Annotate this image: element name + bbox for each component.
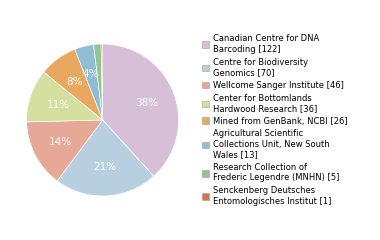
Wedge shape <box>93 44 103 120</box>
Wedge shape <box>27 72 103 122</box>
Text: 38%: 38% <box>135 98 158 108</box>
Wedge shape <box>57 120 154 196</box>
Text: 8%: 8% <box>66 77 83 87</box>
Text: 4%: 4% <box>83 69 99 79</box>
Text: 11%: 11% <box>46 100 70 110</box>
Legend: Canadian Centre for DNA
Barcoding [122], Centre for Biodiversity
Genomics [70], : Canadian Centre for DNA Barcoding [122],… <box>202 35 347 205</box>
Text: 14%: 14% <box>49 137 72 147</box>
Wedge shape <box>75 45 103 120</box>
Wedge shape <box>103 44 179 176</box>
Wedge shape <box>101 44 103 120</box>
Text: 21%: 21% <box>93 162 117 172</box>
Wedge shape <box>27 120 103 181</box>
Wedge shape <box>44 49 103 120</box>
